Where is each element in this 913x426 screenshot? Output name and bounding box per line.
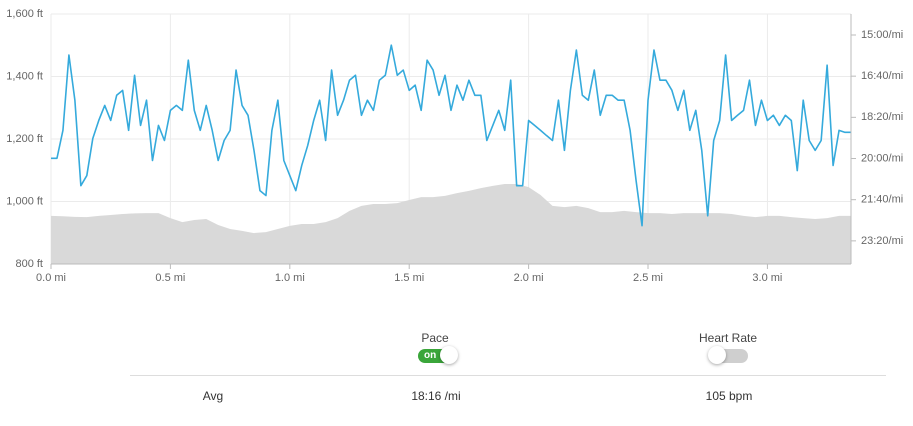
- y-tick-label: 1,600 ft: [6, 8, 43, 20]
- y2-tick-label: 16:40/mi: [861, 70, 903, 82]
- y2-tick-label: 20:00/mi: [861, 152, 903, 164]
- pace-line: [51, 44, 851, 227]
- y-tick-label: 1,200 ft: [6, 133, 43, 145]
- summary-label: Avg: [202, 389, 224, 403]
- summary-value: 105 bpm: [705, 389, 753, 403]
- summary-value: 18:16 /mi: [411, 389, 461, 403]
- y2-tick-label: 21:40/mi: [861, 194, 903, 206]
- x-tick-label: 0.0 mi: [36, 272, 66, 284]
- y2-tick-label: 23:20/mi: [861, 235, 903, 247]
- x-tick-label: 3.0 mi: [752, 272, 782, 284]
- y-tick-label: 800 ft: [15, 258, 43, 270]
- toggle-knob: [708, 346, 726, 364]
- toggle-state: on: [424, 350, 437, 361]
- x-tick-label: 1.5 mi: [394, 272, 424, 284]
- heart-rate-toggle[interactable]: [708, 346, 748, 364]
- toggle-knob: [440, 346, 458, 364]
- divider: [130, 375, 886, 376]
- toggle-label: Pace: [421, 331, 449, 345]
- elevation-area: [51, 184, 851, 264]
- x-tick-label: 0.5 mi: [155, 272, 185, 284]
- y-tick-label: 1,000 ft: [6, 195, 43, 207]
- y-tick-label: 1,400 ft: [6, 70, 43, 82]
- toggle-label: Heart Rate: [698, 331, 758, 345]
- y2-tick-label: 15:00/mi: [861, 29, 903, 41]
- x-tick-label: 2.0 mi: [514, 272, 544, 284]
- x-tick-label: 1.0 mi: [275, 272, 305, 284]
- x-tick-label: 2.5 mi: [633, 272, 663, 284]
- pace-toggle[interactable]: on: [418, 346, 458, 364]
- chart: 800 ft 1,000 ft 1,200 ft 1,400 ft 1,600 ft 0.…: [6, 8, 903, 284]
- y2-tick-label: 18:20/mi: [861, 111, 903, 123]
